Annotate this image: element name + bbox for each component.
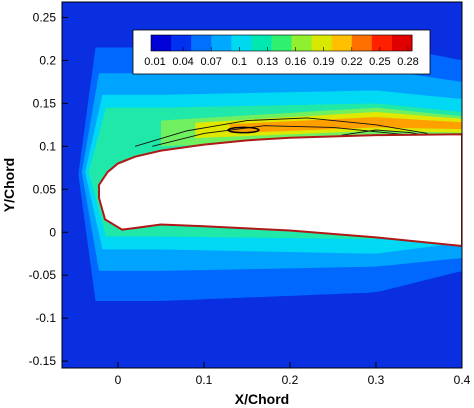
colorbar-swatch: [211, 35, 232, 51]
colorbar-tick-label: 0.16: [285, 56, 306, 68]
colorbar-tick-label: 0.1: [232, 56, 247, 68]
x-tick-label: 0.2: [282, 373, 299, 387]
x-tick-label: 0.1: [196, 373, 213, 387]
colorbar-tick-label: 0.19: [313, 56, 334, 68]
colorbar-swatch: [311, 35, 333, 51]
y-tick-label: -0.05: [29, 268, 57, 282]
y-axis-title: Y/Chord: [1, 158, 17, 212]
colorbar-tick-label: 0.22: [341, 56, 362, 68]
colorbar-tick-label: 0.13: [257, 56, 278, 68]
colorbar-swatch: [351, 35, 373, 51]
vortex-core: [227, 126, 260, 134]
y-tick-label: 0.2: [39, 53, 56, 67]
streamline-0: [134, 117, 428, 147]
x-tick-label: 0.3: [368, 373, 385, 387]
y-tick-label: 0: [49, 225, 56, 239]
y-axis-ticks: 0.25 0.2 0.15 0.1 0.05 0 -0.05 -0.1 -0.15: [29, 10, 68, 368]
x-tick-label: 0.4: [454, 373, 471, 387]
colorbar-swatch: [271, 35, 293, 51]
colorbar-swatch: [231, 35, 252, 51]
colorbar-swatch: [391, 35, 413, 51]
y-tick-label: -0.1: [35, 311, 56, 325]
colorbar-tick-label: 0.07: [201, 56, 222, 68]
contour-band-0.25: [229, 117, 462, 134]
colorbar-swatch: [331, 35, 353, 51]
colorbar-tick-label: 0.01: [144, 56, 165, 68]
y-tick-label: -0.15: [29, 354, 57, 368]
contour-plot-area: [62, 2, 462, 368]
y-tick-label: 0.25: [33, 10, 57, 24]
colorbar-swatch: [371, 35, 393, 51]
colorbar-swatch: [251, 35, 272, 51]
colorbar-swatch: [151, 35, 172, 51]
airfoil-shape: [97, 133, 462, 248]
colorbar-swatch: [291, 35, 313, 51]
colorbar-swatch: [191, 35, 212, 51]
x-axis-ticks: 0 0.1 0.2 0.3 0.4: [115, 362, 471, 387]
y-tick-label: 0.05: [33, 182, 57, 196]
colorbar-legend: 0.01 0.04 0.07 0.1 0.13 0.16 0.19 0.22 0.25 0.28: [132, 29, 431, 75]
colorbar-swatch: [171, 35, 192, 51]
streamline-1: [152, 125, 402, 147]
plot-frame: [61, 1, 463, 369]
colorbar-tick-label: 0.28: [397, 56, 418, 68]
y-tick-label: 0.15: [33, 96, 57, 110]
x-axis-title: X/Chord: [235, 391, 289, 407]
y-tick-label: 0.1: [39, 139, 56, 153]
colorbar-tick-label: 0.04: [172, 56, 193, 68]
x-tick-label: 0: [115, 373, 122, 387]
colorbar-tick-label: 0.25: [369, 56, 390, 68]
